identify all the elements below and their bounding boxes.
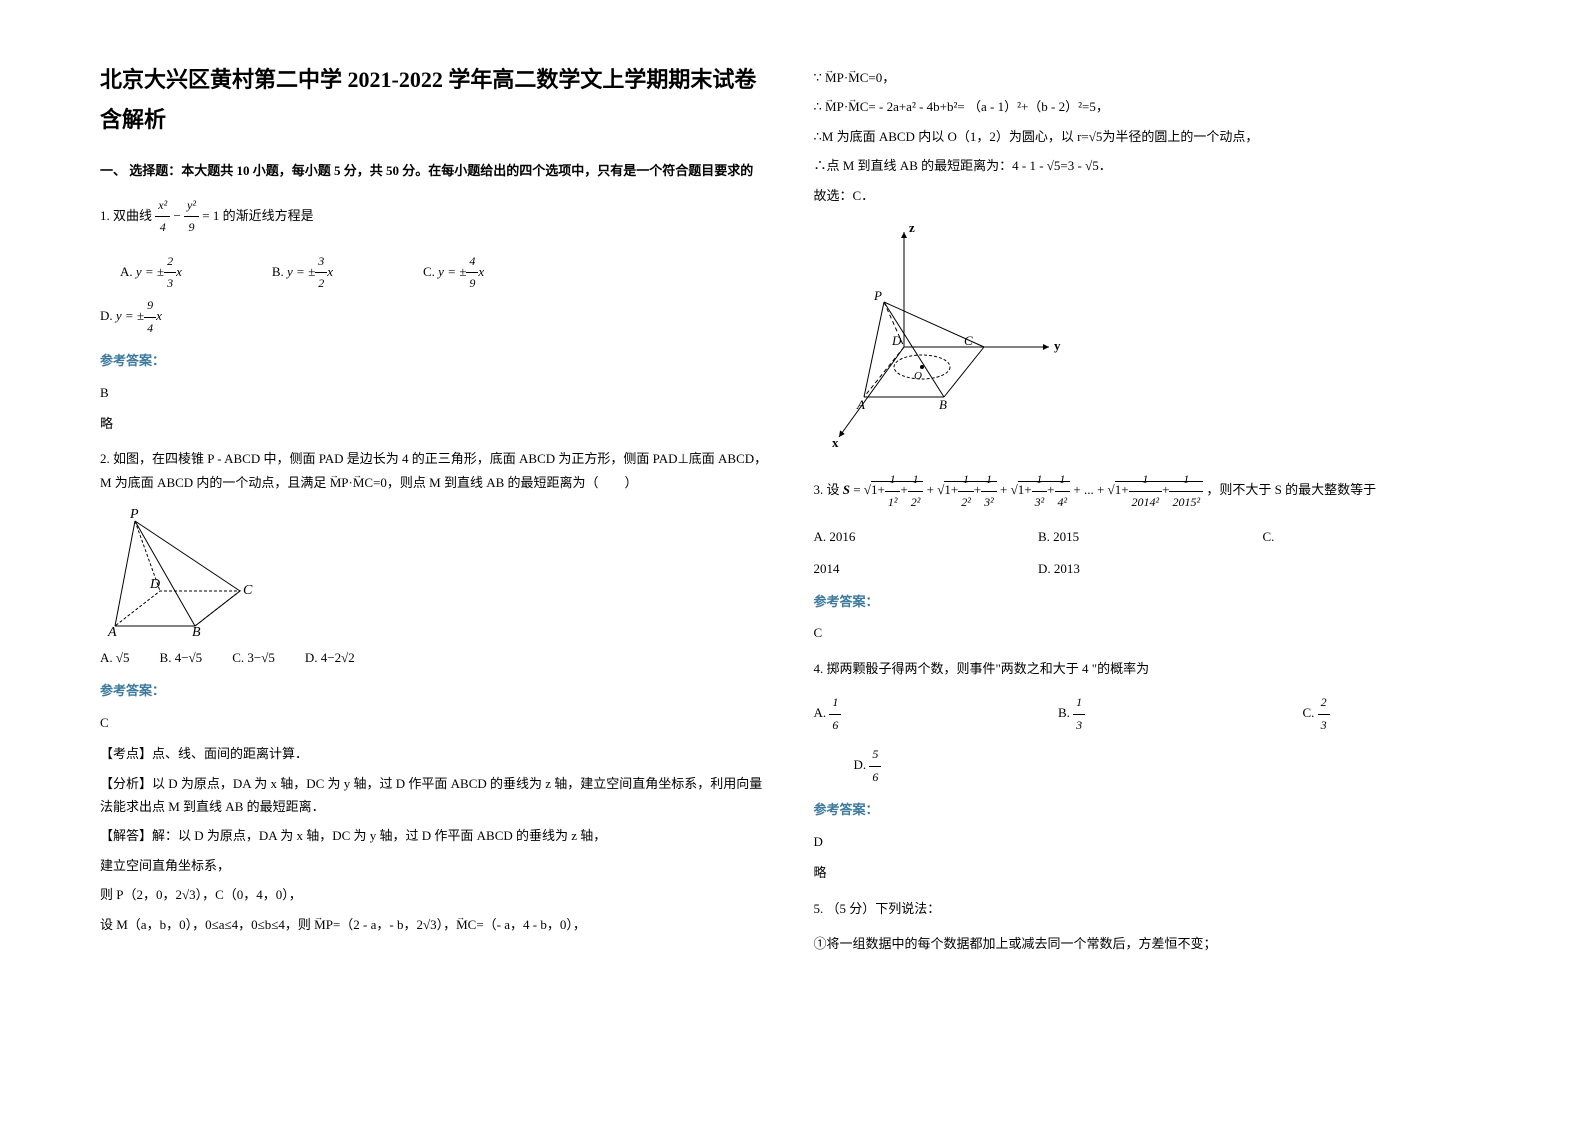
question-3: 3. 设 S = √1+11²+12² + √1+12²+13² + √1+13… (814, 469, 1488, 513)
fig1-label-b: B (192, 625, 201, 636)
opt-b-label: B. (272, 264, 284, 279)
question-4: 4. 掷两颗骰子得两个数，则事件"两数之和大于 4 "的概率为 (814, 657, 1488, 680)
q1-option-c: C. y = ±49x (423, 251, 484, 295)
fig2-label-y: y (1054, 338, 1061, 353)
opt-c-label: C. (423, 264, 435, 279)
q2-option-a: A. √5 (100, 646, 130, 669)
q2-point: 【考点】点、线、面间的距离计算． (100, 742, 774, 765)
q2-answer-label: 参考答案： (100, 679, 774, 702)
question-1: 1. 双曲线 x²4 − y²9 = 1 的渐近线方程是 (100, 195, 774, 239)
q2-right5: 故选：C． (814, 184, 1488, 207)
q3-answer-label: 参考答案： (814, 590, 1488, 613)
fig2-label-x: x (832, 435, 839, 450)
q3-answer: C (814, 621, 1488, 644)
q3-option-d: D. 2013 (1038, 557, 1263, 580)
q2-solve4: 设 M（a，b，0），0≤a≤4，0≤b≤4，则 →MP=（2 - a，- b，… (100, 913, 774, 936)
fig1-label-a: A (107, 625, 117, 636)
fig2-label-z: z (909, 220, 915, 235)
fig2-label-a: A (856, 397, 865, 412)
fig2-label-c: C (964, 333, 973, 348)
fig2-label-p: P (873, 288, 882, 303)
q2-answer: C (100, 711, 774, 734)
q2-right4: ∴点 M 到直线 AB 的最短距离为：4 - 1 - √5=3 - √5． (814, 154, 1488, 177)
q4-answer-label: 参考答案： (814, 798, 1488, 821)
q1-answer-label: 参考答案： (100, 349, 774, 372)
q1-brief: 略 (100, 412, 774, 435)
q4-brief: 略 (814, 861, 1488, 884)
fig1-label-p: P (129, 507, 139, 522)
q2-analysis: 【分析】以 D 为原点，DA 为 x 轴，DC 为 y 轴，过 D 作平面 AB… (100, 772, 774, 819)
q4-answer: D (814, 830, 1488, 853)
opt-d-label: D. (100, 308, 113, 323)
q4-option-b: B. 13 (1058, 692, 1243, 736)
q1-answer: B (100, 381, 774, 404)
fig1-label-c: C (243, 583, 253, 598)
question-5: 5. （5 分）下列说法： (814, 897, 1488, 920)
q2-option-b: B. 4−√5 (160, 646, 203, 669)
q2-solve2: 建立空间直角坐标系， (100, 854, 774, 877)
q2-right3: ∴M 为底面 ABCD 内以 O（1，2）为圆心，以 r=√5为半径的圆上的一个… (814, 125, 1488, 148)
q2-solve3: 则 P（2，0，2√3），C（0，4，0）， (100, 883, 774, 906)
q4-option-c: C. 23 (1303, 692, 1488, 736)
figure-pyramid: P D C A B (100, 506, 774, 636)
q2-solve1: 【解答】解：以 D 为原点，DA 为 x 轴，DC 为 y 轴，过 D 作平面 … (100, 824, 774, 847)
section-title: 一、 选择题：本大题共 10 小题，每小题 5 分，共 50 分。在每小题给出的… (100, 159, 774, 182)
q5-stmt1: ①将一组数据中的每个数据都加上或减去同一个常数后，方差恒不变； (814, 932, 1488, 955)
q2-right2: ∴ →MP·→MC= - 2a+a² - 4b+b²= （a - 1）²+（b … (814, 95, 1488, 118)
q2-right1: ∵ →MP·→MC=0， (814, 66, 1488, 89)
q4-option-d: D. 56 (854, 744, 1488, 788)
fig1-label-d: D (149, 577, 160, 592)
fig2-label-d: D (891, 333, 902, 348)
q3-suffix: ，则不大于 S 的最大整数等于 (1206, 482, 1376, 497)
question-2: 2. 如图，在四棱锥 P - ABCD 中，侧面 PAD 是边长为 4 的正三角… (100, 447, 774, 494)
q2-option-c: C. 3−√5 (232, 646, 275, 669)
q4-option-a: A. 16 (814, 692, 999, 736)
q3-option-c: C. (1263, 525, 1488, 548)
q3-prefix: 3. 设 (814, 482, 840, 497)
q3-option-b: B. 2015 (1038, 525, 1263, 548)
opt-a-label: A. (120, 264, 133, 279)
fig2-label-b: B (939, 397, 947, 412)
figure-coordinate: z y x P D (814, 217, 1488, 457)
q2-option-d: D. 4−2√2 (305, 646, 355, 669)
page-title: 北京大兴区黄村第二中学 2021-2022 学年高二数学文上学期期末试卷含解析 (100, 60, 774, 139)
q1-option-b: B. y = ±32x (272, 251, 333, 295)
q1-option-d: D. y = ±94x (100, 295, 774, 339)
q1-suffix: 的渐近线方程是 (223, 208, 314, 223)
q3-option-a: A. 2016 (814, 525, 1039, 548)
fig2-label-o: O (914, 370, 922, 382)
q3-option-c2: 2014 (814, 557, 1039, 580)
q1-prefix: 1. 双曲线 (100, 208, 152, 223)
q1-option-a: A. y = ±23x (120, 251, 182, 295)
